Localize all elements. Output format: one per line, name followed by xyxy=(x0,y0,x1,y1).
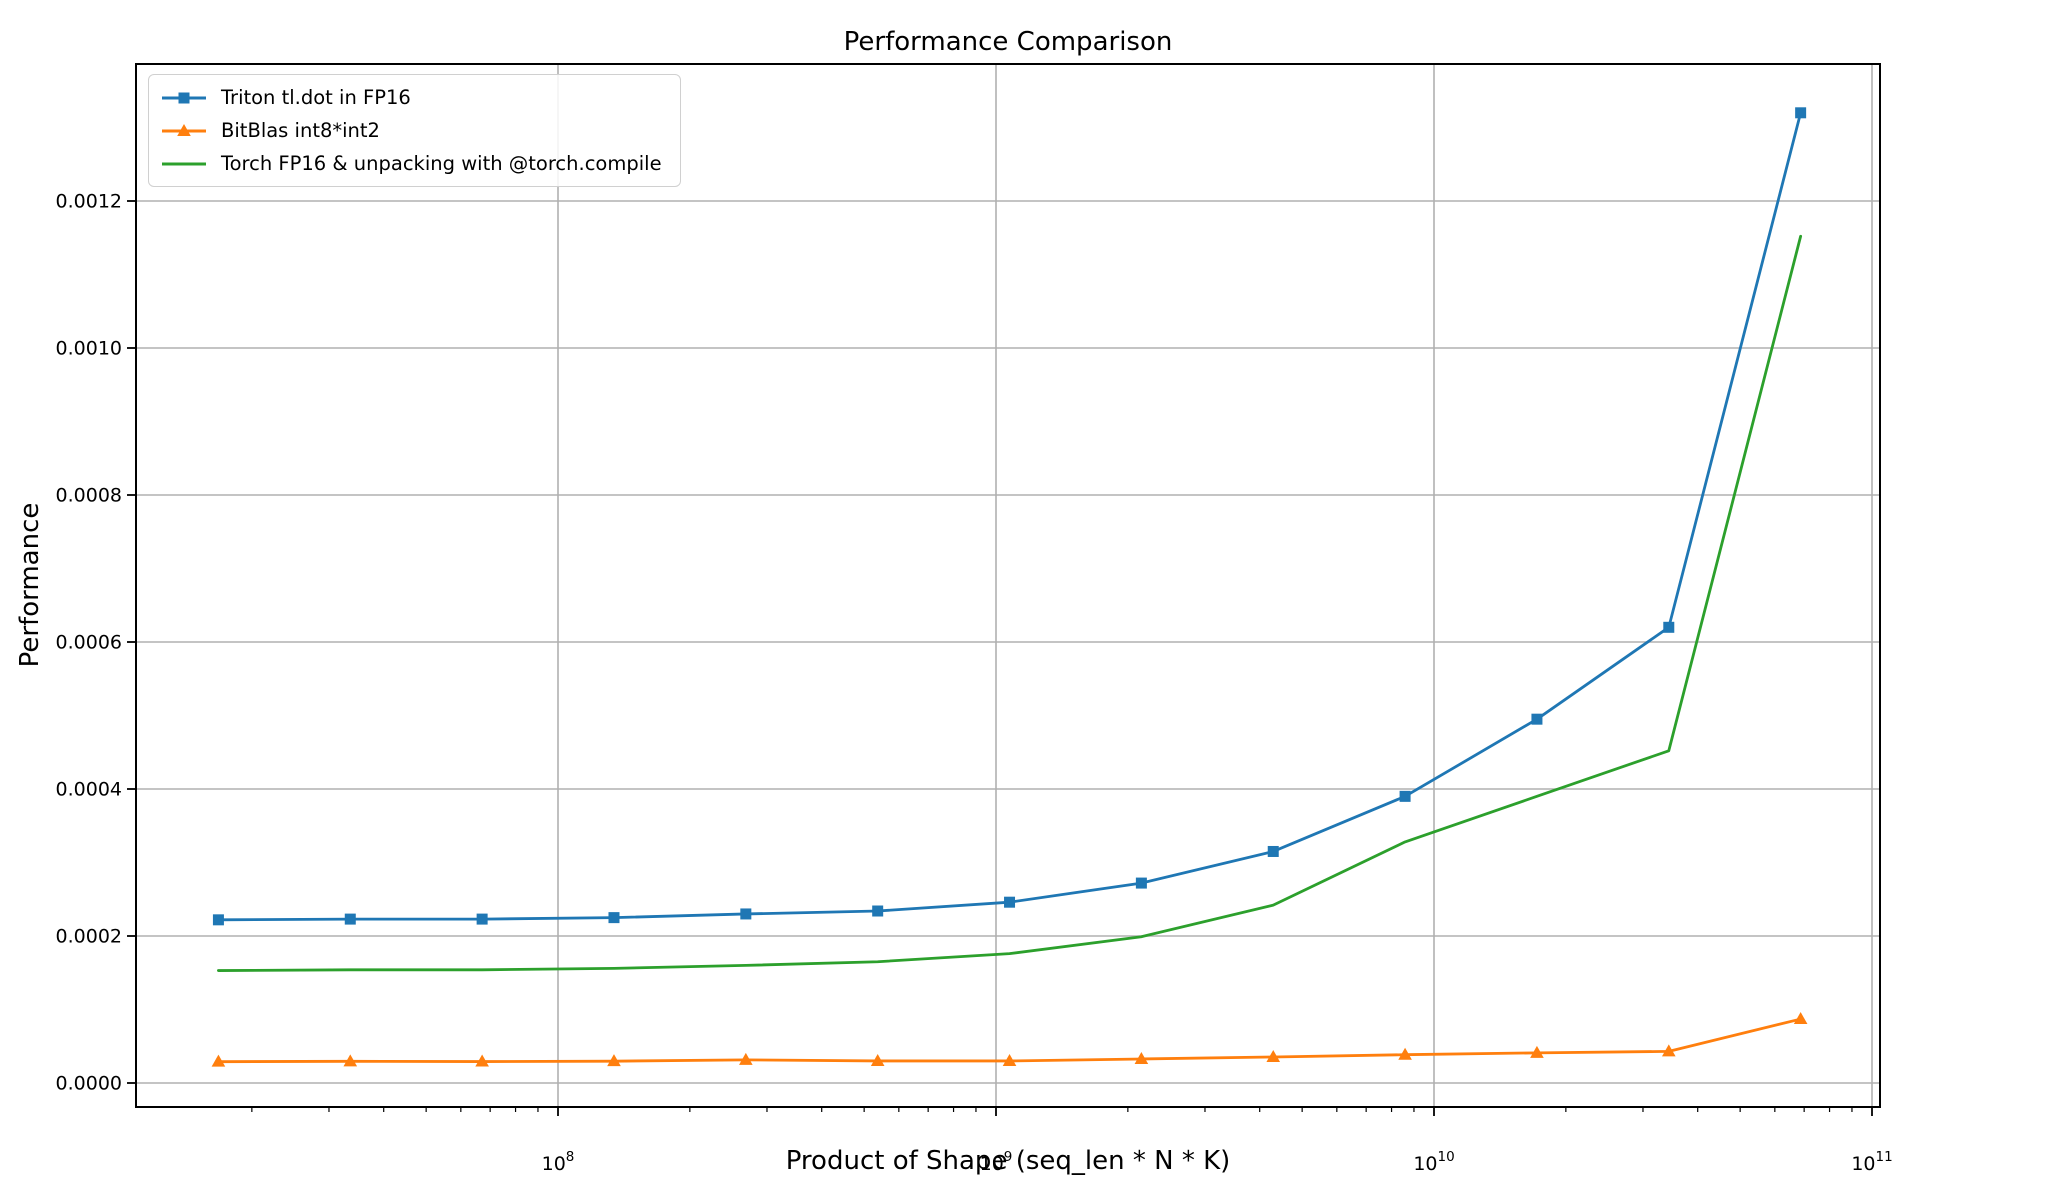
square-marker xyxy=(344,913,356,925)
y-tick-label: 0.0004 xyxy=(56,779,122,801)
triangle-marker xyxy=(1530,1045,1544,1058)
triangle-marker xyxy=(1134,1051,1149,1064)
y-tick-label: 0.0000 xyxy=(56,1073,122,1095)
triangle-marker xyxy=(1398,1047,1412,1060)
triangle-marker xyxy=(1002,1053,1017,1066)
triangle-marker xyxy=(475,1054,489,1067)
triangle-marker xyxy=(607,1054,621,1067)
legend-label: Triton tl.dot in FP16 xyxy=(221,86,411,109)
x-tick-label: 108 xyxy=(542,1149,575,1175)
square-marker xyxy=(872,905,884,917)
series-line xyxy=(217,111,1803,922)
plot-border xyxy=(135,63,1881,1108)
x-tick-label: 109 xyxy=(980,1149,1013,1175)
y-axis-label: Performance xyxy=(15,502,45,668)
triangle-marker xyxy=(1266,1049,1281,1062)
triangle-marker xyxy=(870,1053,885,1066)
square-marker xyxy=(212,914,224,926)
series-line xyxy=(217,234,1803,972)
y-tick-label: 0.0012 xyxy=(56,191,122,213)
chart-title: Performance Comparison xyxy=(843,27,1173,57)
square-marker xyxy=(608,912,620,924)
legend-swatch-square-line-icon xyxy=(162,92,206,103)
square-marker xyxy=(1004,896,1016,908)
triangle-marker xyxy=(211,1054,226,1067)
square-marker xyxy=(740,908,752,920)
series-group xyxy=(211,107,1808,1067)
triangle-marker xyxy=(739,1052,753,1065)
triangle-marker xyxy=(1661,1044,1676,1057)
x-axis-label: Product of Shape (seq_len * N * K) xyxy=(785,1146,1231,1176)
square-marker xyxy=(1795,107,1807,119)
legend-swatch-triangle-line-icon xyxy=(162,123,206,136)
legend-swatch-line-icon xyxy=(162,162,206,165)
square-marker xyxy=(1399,790,1411,802)
square-marker xyxy=(476,913,488,925)
legend: Triton tl.dot in FP16 BitBlas int8*int2 To… xyxy=(148,74,681,187)
triangle-marker xyxy=(343,1054,358,1067)
square-marker xyxy=(1531,713,1543,725)
y-tick-label: 0.0002 xyxy=(56,926,122,948)
y-tick-label: 0.0010 xyxy=(56,338,122,360)
legend-label: BitBlas int8*int2 xyxy=(221,119,380,142)
square-marker xyxy=(1267,845,1279,857)
x-tick-label: 1010 xyxy=(1413,1149,1454,1175)
legend-item: Triton tl.dot in FP16 xyxy=(161,84,662,111)
square-marker xyxy=(1135,877,1147,889)
axis-ticks: 108 109 1010 1011 0.0000 0.0002 0.0004 0.0006 0.… xyxy=(56,191,1893,1176)
gridlines xyxy=(136,64,1880,1107)
y-tick-label: 0.0006 xyxy=(56,632,122,654)
legend-label: Torch FP16 & unpacking with @torch.compi… xyxy=(221,152,662,175)
triangle-marker xyxy=(1793,1012,1808,1025)
x-tick-label: 1011 xyxy=(1851,1149,1892,1175)
legend-item: Torch FP16 & unpacking with @torch.compi… xyxy=(161,150,662,177)
legend-item: BitBlas int8*int2 xyxy=(161,117,662,144)
y-tick-label: 0.0008 xyxy=(56,485,122,507)
square-marker xyxy=(1663,621,1675,633)
